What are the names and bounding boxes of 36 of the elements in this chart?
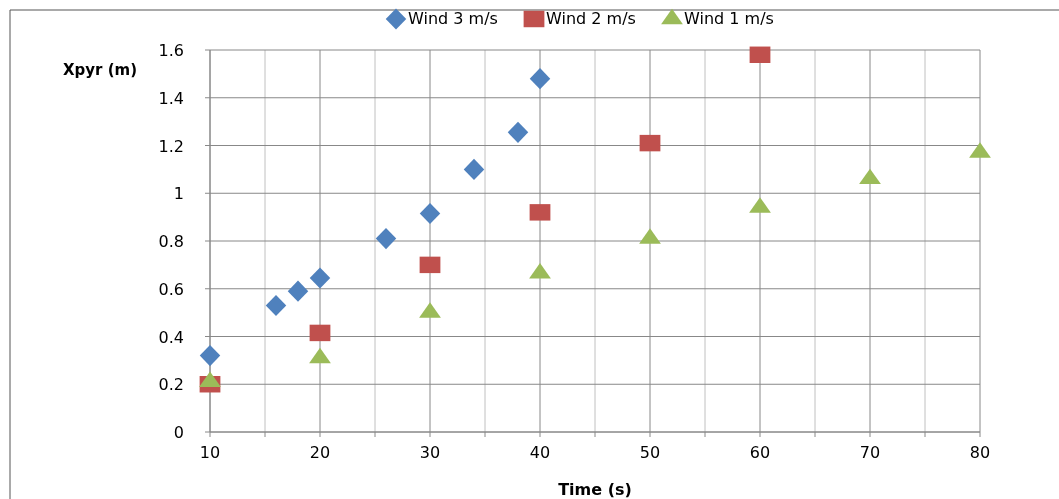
x-tick-label: 80 [969, 443, 991, 462]
x-tick-label: 40 [529, 443, 551, 462]
point [639, 134, 661, 152]
y-tick-label: 0 [173, 423, 184, 442]
point [309, 324, 331, 342]
point [463, 158, 485, 180]
x-tick-label: 20 [309, 443, 331, 462]
y-tick-label: 1.2 [158, 136, 184, 156]
point [199, 345, 221, 367]
y-tick-label: 1 [173, 184, 184, 204]
legend-label: Wind 1 m/s [684, 9, 774, 28]
x-tick-label: 50 [639, 443, 661, 462]
point [529, 204, 551, 221]
y-tick-label: 0.2 [158, 375, 184, 395]
point [529, 68, 551, 90]
point [309, 267, 331, 289]
x-tick-label: 70 [859, 443, 881, 462]
x-tick-label: 60 [749, 443, 771, 462]
point [419, 256, 441, 274]
legend-label: Wind 2 m/s [546, 9, 636, 28]
point [419, 203, 441, 225]
x-tick-label: 10 [199, 443, 221, 462]
point [287, 280, 309, 302]
y-tick-label: 0.4 [158, 327, 184, 347]
point [265, 294, 287, 316]
x-axis-title: Time (s) [558, 480, 632, 499]
y-axis-title: Xpyr (m) [62, 61, 138, 79]
y-tick-label: 0.6 [158, 279, 184, 299]
legend-label: Wind 3 m/s [408, 9, 498, 28]
point [375, 228, 397, 250]
y-tick-label: 1.4 [158, 88, 184, 108]
y-tick-label: 0.8 [158, 232, 184, 251]
y-tick-label: 1.6 [158, 41, 184, 60]
x-tick-label: 30 [419, 443, 441, 462]
point [749, 46, 771, 63]
point [507, 121, 529, 143]
